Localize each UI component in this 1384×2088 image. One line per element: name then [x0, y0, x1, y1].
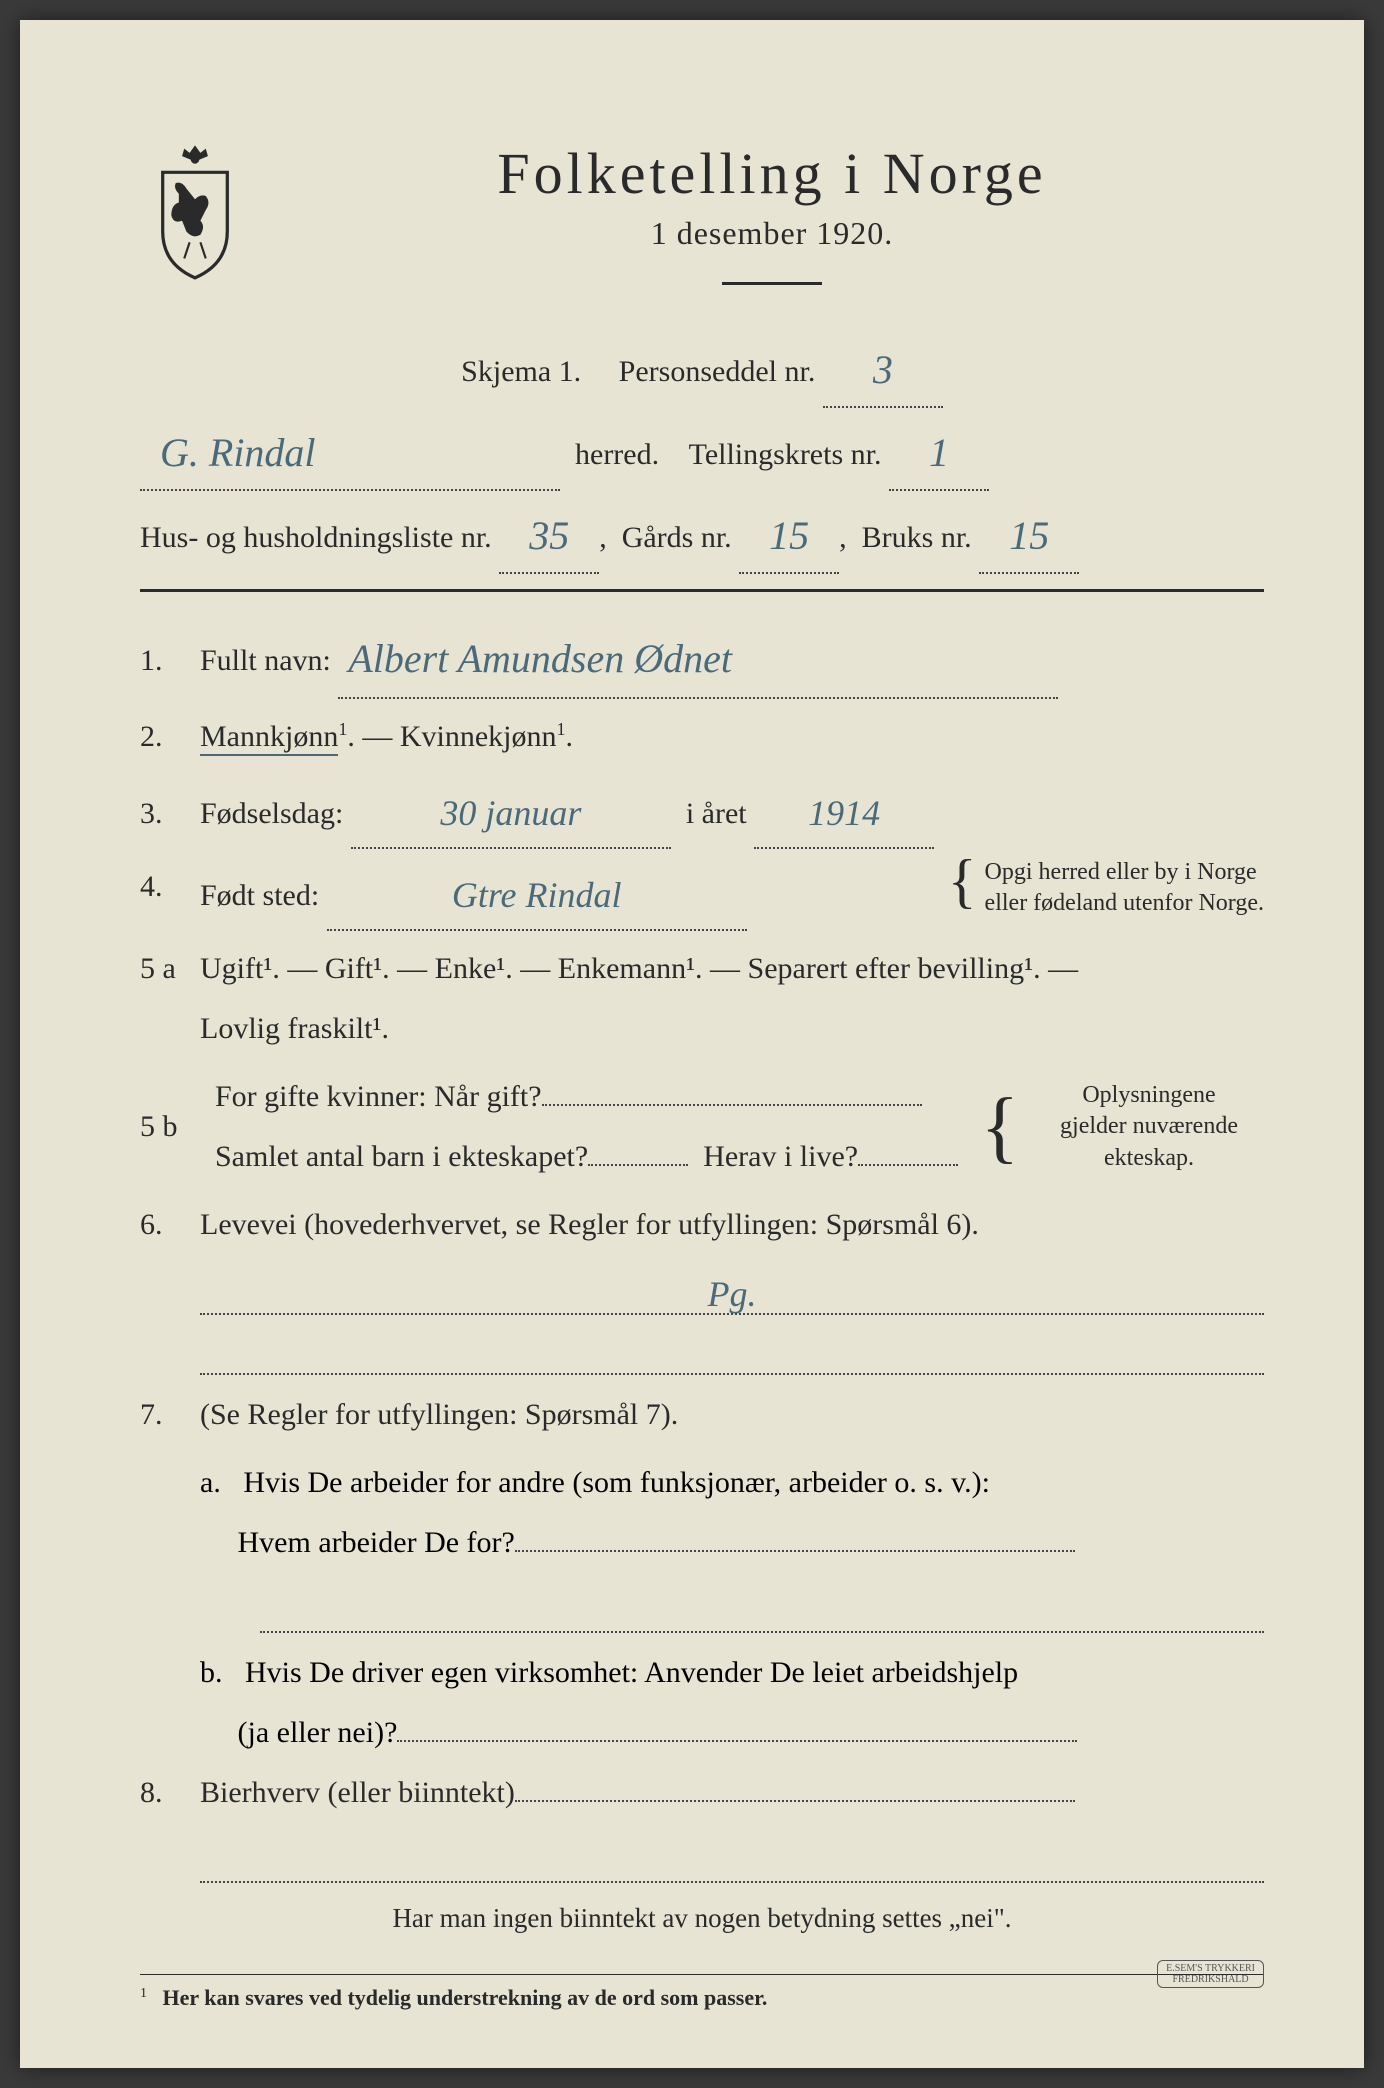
q4-num: 4.: [140, 857, 200, 917]
q7-label: (Se Regler for utfyllingen: Spørsmål 7).: [200, 1385, 1264, 1445]
q5b-num: 5 b: [140, 1097, 200, 1157]
hus-label: Hus- og husholdningsliste nr.: [140, 521, 492, 554]
q7: 7. (Se Regler for utfyllingen: Spørsmål …: [140, 1385, 1264, 1445]
q8: 8. Bierhverv (eller biinntekt): [140, 1763, 1264, 1823]
q7a-label: a.: [200, 1466, 221, 1499]
q5a-options: Ugift¹. — Gift¹. — Enke¹. — Enkemann¹. —…: [200, 952, 1078, 985]
gards-label: Gårds nr.: [622, 521, 732, 554]
q1-label: Fullt navn:: [200, 644, 331, 677]
header: Folketelling i Norge 1 desember 1920.: [140, 140, 1264, 320]
personseddel-label: Personseddel nr.: [619, 355, 816, 388]
q7b-t2: (ja eller nei)?: [238, 1716, 398, 1749]
q5a: 5 a Ugift¹. — Gift¹. — Enke¹. — Enkemann…: [140, 939, 1264, 1059]
q6-answer-line2: [200, 1325, 1264, 1375]
q7b-t1: Hvis De driver egen virksomhet: Anvender…: [245, 1656, 1018, 1689]
q3: 3. Fødselsdag: 30 januar i året 1914: [140, 775, 1264, 849]
q1-value: Albert Amundsen Ødnet: [348, 619, 732, 699]
q7a: a. Hvis De arbeider for andre (som funks…: [200, 1453, 1264, 1573]
footnote-rule: 1 Her kan svares ved tydelig understrekn…: [140, 1974, 1264, 2011]
q4-label: Født sted:: [200, 879, 319, 912]
skjema-line: Skjema 1. Personseddel nr. 3: [140, 330, 1264, 408]
skjema-label: Skjema 1.: [461, 355, 581, 388]
bruks-value: 15: [1009, 498, 1049, 574]
q8-answer-line: [200, 1833, 1264, 1883]
brace-icon: {: [981, 1103, 1019, 1151]
q3-label: Fødselsdag:: [200, 797, 343, 830]
q8-num: 8.: [140, 1763, 200, 1823]
herred-line: G. Rindal herred. Tellingskrets nr. 1: [140, 413, 1264, 491]
personseddel-value: 3: [873, 332, 893, 408]
q6-value: Pg.: [708, 1274, 757, 1314]
q6-answer-line: Pg.: [200, 1265, 1264, 1315]
herred-label: herred.: [575, 438, 659, 471]
q7a-answer-line: [260, 1583, 1264, 1633]
q1: 1. Fullt navn: Albert Amundsen Ødnet: [140, 617, 1264, 699]
gards-value: 15: [769, 498, 809, 574]
q5b: 5 b For gifte kvinner: Når gift? Samlet …: [140, 1067, 1264, 1187]
section-rule-1: [140, 589, 1264, 592]
tellingskrets-label: Tellingskrets nr.: [689, 438, 882, 471]
title-divider: [722, 282, 822, 285]
subtitle: 1 desember 1920.: [280, 215, 1264, 252]
q5b-l1: For gifte kvinner: Når gift?: [215, 1080, 542, 1113]
q3-year: 1914: [808, 793, 880, 833]
q2-kvinne: Kvinnekjønn: [400, 720, 557, 753]
q3-yearlabel: i året: [686, 797, 747, 830]
main-title: Folketelling i Norge: [280, 140, 1264, 207]
bruks-label: Bruks nr.: [862, 521, 972, 554]
q7a-t2: Hvem arbeider De for?: [238, 1526, 515, 1559]
q6-label: Levevei (hovederhvervet, se Regler for u…: [200, 1195, 1264, 1255]
q3-day: 30 januar: [440, 793, 581, 833]
q5a-num: 5 a: [140, 939, 200, 999]
herred-name: G. Rindal: [160, 415, 316, 491]
hus-value: 35: [529, 498, 569, 574]
printer-stamp: E.SEM'S TRYKKERI FREDRIKSHALD: [1157, 1960, 1264, 1988]
q6-num: 6.: [140, 1195, 200, 1255]
hus-line: Hus- og husholdningsliste nr. 35, Gårds …: [140, 496, 1264, 574]
tellingskrets-value: 1: [929, 415, 949, 491]
q5b-l2a: Samlet antal barn i ekteskapet?: [215, 1140, 588, 1173]
q6: 6. Levevei (hovederhvervet, se Regler fo…: [140, 1195, 1264, 1255]
coat-of-arms-icon: [140, 140, 250, 280]
q5a-options2: Lovlig fraskilt¹.: [200, 1012, 389, 1045]
brace-icon: {: [948, 857, 977, 905]
q7-num: 7.: [140, 1385, 200, 1445]
q3-num: 3.: [140, 784, 200, 844]
q1-num: 1.: [140, 631, 200, 691]
q8-label: Bierhverv (eller biinntekt): [200, 1776, 515, 1809]
q7b: b. Hvis De driver egen virksomhet: Anven…: [200, 1643, 1264, 1763]
q4-note: Opgi herred eller by i Norge eller fødel…: [985, 857, 1264, 919]
q4-value: Gtre Rindal: [452, 875, 622, 915]
q2: 2. Mannkjønn1. — Kvinnekjønn1.: [140, 707, 1264, 767]
title-block: Folketelling i Norge 1 desember 1920.: [280, 140, 1264, 320]
q2-mann: Mannkjønn: [200, 720, 338, 756]
q4: 4. Født sted: Gtre Rindal { Opgi herred …: [140, 857, 1264, 931]
footnote: 1 Her kan svares ved tydelig understrekn…: [140, 1985, 1264, 2011]
q8-note: Har man ingen biinntekt av nogen betydni…: [140, 1893, 1264, 1944]
q5b-l2b: Herav i live?: [703, 1140, 858, 1173]
q5b-note: Oplysningene gjelder nuværende ekteskap.: [1034, 1080, 1264, 1174]
q7b-label: b.: [200, 1656, 223, 1689]
q7a-t1: Hvis De arbeider for andre (som funksjon…: [243, 1466, 990, 1499]
q2-num: 2.: [140, 707, 200, 767]
census-form-page: Folketelling i Norge 1 desember 1920. Sk…: [20, 20, 1364, 2068]
